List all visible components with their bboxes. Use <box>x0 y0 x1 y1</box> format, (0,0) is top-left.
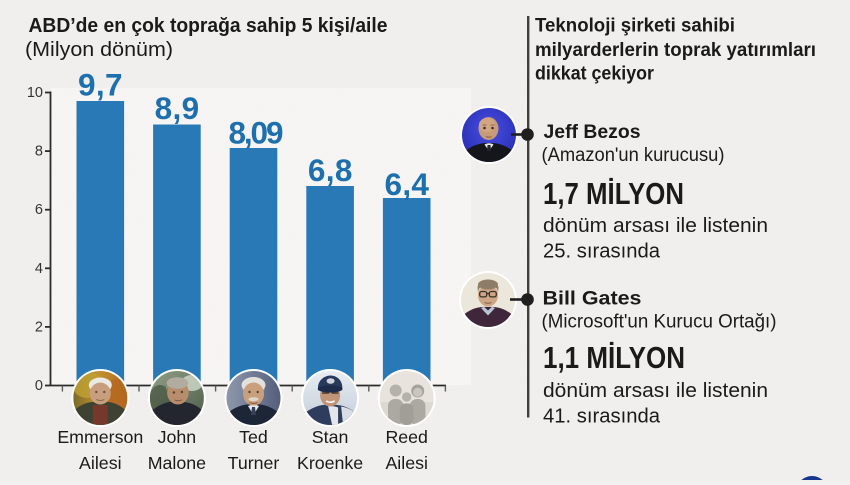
svg-text:Malone: Malone <box>148 453 206 473</box>
svg-text:Bill Gates: Bill Gates <box>543 288 642 310</box>
svg-text:8,09: 8,09 <box>229 115 284 151</box>
svg-text:10: 10 <box>27 85 43 101</box>
svg-text:Turner: Turner <box>228 453 280 473</box>
svg-text:8: 8 <box>35 144 43 160</box>
svg-text:6: 6 <box>35 202 43 218</box>
svg-text:9,7: 9,7 <box>78 67 123 103</box>
svg-text:6,8: 6,8 <box>308 152 353 188</box>
svg-text:(Milyon dönüm): (Milyon dönüm) <box>25 39 173 61</box>
svg-text:ABD’de en çok toprağa sahip 5: ABD’de en çok toprağa sahip 5 kişi/aile <box>29 14 388 37</box>
svg-text:1,7 MİLYON: 1,7 MİLYON <box>543 176 684 211</box>
svg-text:4: 4 <box>35 261 43 277</box>
svg-text:25. sırasında: 25. sırasında <box>543 240 661 263</box>
svg-text:6,4: 6,4 <box>384 166 429 202</box>
svg-text:Reed: Reed <box>385 427 428 447</box>
svg-text:John: John <box>158 427 197 447</box>
svg-text:Jeff Bezos: Jeff Bezos <box>544 121 641 143</box>
svg-text:2: 2 <box>35 319 43 335</box>
svg-text:Ailesi: Ailesi <box>385 453 428 473</box>
svg-text:8,9: 8,9 <box>155 90 200 126</box>
svg-text:Ailesi: Ailesi <box>79 453 122 473</box>
svg-text:dönüm arsası ile listenin: dönüm arsası ile listenin <box>543 214 768 237</box>
svg-text:dönüm arsası ile listenin: dönüm arsası ile listenin <box>543 379 768 402</box>
svg-text:41. sırasında: 41. sırasında <box>543 405 661 428</box>
svg-text:Stan: Stan <box>312 427 349 447</box>
svg-text:milyarderlerin toprak yatırıml: milyarderlerin toprak yatırımları <box>535 40 816 61</box>
svg-text:dikkat çekiyor: dikkat çekiyor <box>535 64 655 85</box>
svg-text:Ted: Ted <box>239 427 268 447</box>
svg-text:Teknoloji şirketi sahibi: Teknoloji şirketi sahibi <box>535 16 735 37</box>
svg-text:0: 0 <box>35 378 43 394</box>
svg-text:Kroenke: Kroenke <box>297 453 363 473</box>
svg-text:(Microsoft'un Kurucu Ortağı): (Microsoft'un Kurucu Ortağı) <box>542 312 777 333</box>
svg-text:(Amazon'un kurucusu): (Amazon'un kurucusu) <box>542 145 725 166</box>
svg-text:Emmerson: Emmerson <box>57 427 143 447</box>
svg-text:1,1 MİLYON: 1,1 MİLYON <box>543 340 685 375</box>
